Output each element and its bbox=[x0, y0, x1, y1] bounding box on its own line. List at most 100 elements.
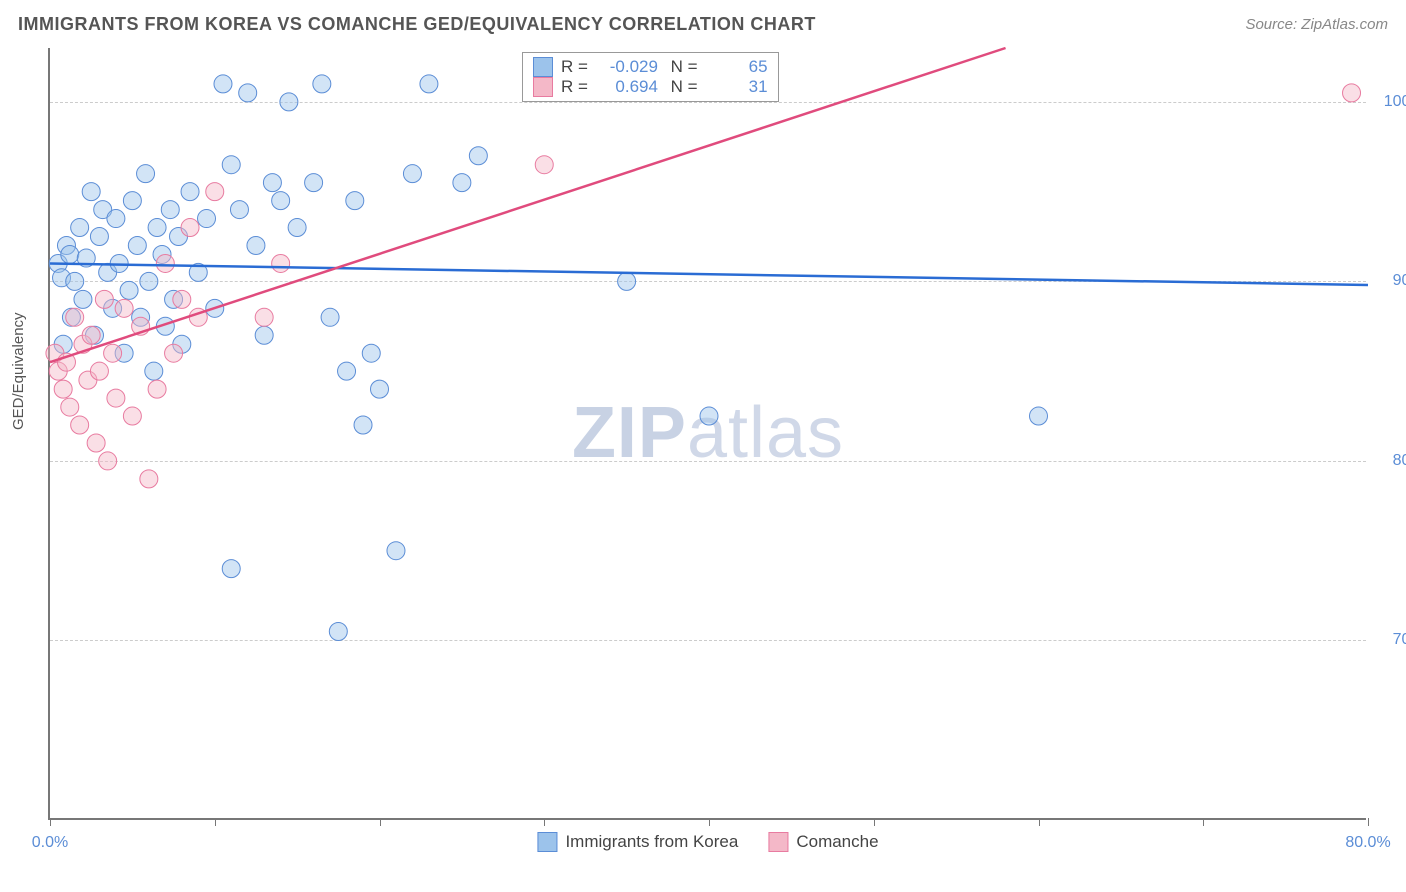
data-point-series-0 bbox=[71, 219, 89, 237]
data-point-series-0 bbox=[263, 174, 281, 192]
data-point-series-1 bbox=[95, 290, 113, 308]
data-point-series-1 bbox=[272, 254, 290, 272]
data-point-series-1 bbox=[535, 156, 553, 174]
data-point-series-0 bbox=[313, 75, 331, 93]
legend-item-0: Immigrants from Korea bbox=[537, 832, 738, 852]
data-point-series-0 bbox=[280, 93, 298, 111]
legend-bottom-label-0: Immigrants from Korea bbox=[565, 832, 738, 852]
y-axis-label: GED/Equivalency bbox=[10, 312, 27, 430]
legend-swatch-0 bbox=[533, 57, 553, 77]
x-tick bbox=[215, 818, 216, 826]
data-point-series-0 bbox=[123, 192, 141, 210]
data-point-series-0 bbox=[346, 192, 364, 210]
data-point-series-1 bbox=[206, 183, 224, 201]
data-point-series-1 bbox=[173, 290, 191, 308]
data-point-series-0 bbox=[700, 407, 718, 425]
x-tick bbox=[874, 818, 875, 826]
data-point-series-0 bbox=[61, 245, 79, 263]
data-point-series-0 bbox=[272, 192, 290, 210]
y-tick-label: 70.0% bbox=[1374, 631, 1406, 649]
legend-row-series-0: R = -0.029 N = 65 bbox=[533, 57, 768, 77]
data-point-series-1 bbox=[61, 398, 79, 416]
x-tick bbox=[1203, 818, 1204, 826]
data-point-series-0 bbox=[90, 228, 108, 246]
data-point-series-0 bbox=[618, 272, 636, 290]
data-point-series-0 bbox=[354, 416, 372, 434]
data-point-series-1 bbox=[90, 362, 108, 380]
data-point-series-0 bbox=[120, 281, 138, 299]
x-tick bbox=[709, 818, 710, 826]
data-point-series-0 bbox=[198, 210, 216, 228]
legend-correlation: R = -0.029 N = 65 R = 0.694 N = 31 bbox=[522, 52, 779, 102]
data-point-series-0 bbox=[239, 84, 257, 102]
r-value-0: -0.029 bbox=[596, 57, 658, 77]
scatter-svg bbox=[50, 48, 1366, 818]
data-point-series-0 bbox=[387, 542, 405, 560]
data-point-series-1 bbox=[107, 389, 125, 407]
data-point-series-0 bbox=[145, 362, 163, 380]
data-point-series-1 bbox=[148, 380, 166, 398]
y-tick-label: 100.0% bbox=[1374, 93, 1406, 111]
data-point-series-0 bbox=[107, 210, 125, 228]
data-point-series-1 bbox=[156, 254, 174, 272]
data-point-series-1 bbox=[255, 308, 273, 326]
data-point-series-1 bbox=[87, 434, 105, 452]
data-point-series-1 bbox=[123, 407, 141, 425]
data-point-series-0 bbox=[329, 622, 347, 640]
data-point-series-0 bbox=[230, 201, 248, 219]
data-point-series-0 bbox=[321, 308, 339, 326]
data-point-series-0 bbox=[161, 201, 179, 219]
data-point-series-0 bbox=[137, 165, 155, 183]
n-value-1: 31 bbox=[706, 77, 768, 97]
data-point-series-0 bbox=[338, 362, 356, 380]
x-tick bbox=[544, 818, 545, 826]
data-point-series-0 bbox=[371, 380, 389, 398]
data-point-series-1 bbox=[54, 380, 72, 398]
data-point-series-1 bbox=[115, 299, 133, 317]
y-tick-label: 80.0% bbox=[1374, 452, 1406, 470]
data-point-series-0 bbox=[82, 183, 100, 201]
legend-series: Immigrants from Korea Comanche bbox=[537, 832, 878, 852]
data-point-series-0 bbox=[362, 344, 380, 362]
x-tick bbox=[50, 818, 51, 826]
data-point-series-0 bbox=[140, 272, 158, 290]
x-tick bbox=[380, 818, 381, 826]
data-point-series-0 bbox=[255, 326, 273, 344]
legend-bottom-swatch-1 bbox=[768, 832, 788, 852]
data-point-series-1 bbox=[71, 416, 89, 434]
data-point-series-1 bbox=[66, 308, 84, 326]
plot-area: ZIPatlas 70.0%80.0%90.0%100.0% 0.0%80.0%… bbox=[48, 48, 1366, 820]
data-point-series-1 bbox=[1343, 84, 1361, 102]
data-point-series-0 bbox=[66, 272, 84, 290]
x-tick-label: 80.0% bbox=[1345, 834, 1390, 852]
source-attribution: Source: ZipAtlas.com bbox=[1245, 16, 1388, 33]
data-point-series-1 bbox=[165, 344, 183, 362]
data-point-series-0 bbox=[305, 174, 323, 192]
data-point-series-1 bbox=[181, 219, 199, 237]
data-point-series-0 bbox=[453, 174, 471, 192]
data-point-series-0 bbox=[403, 165, 421, 183]
data-point-series-1 bbox=[104, 344, 122, 362]
data-point-series-0 bbox=[181, 183, 199, 201]
trend-line-series-0 bbox=[50, 263, 1368, 285]
data-point-series-0 bbox=[469, 147, 487, 165]
data-point-series-0 bbox=[222, 560, 240, 578]
legend-bottom-label-1: Comanche bbox=[796, 832, 878, 852]
title-bar: IMMIGRANTS FROM KOREA VS COMANCHE GED/EQ… bbox=[18, 14, 1388, 35]
data-point-series-0 bbox=[1030, 407, 1048, 425]
data-point-series-0 bbox=[74, 290, 92, 308]
legend-item-1: Comanche bbox=[768, 832, 878, 852]
data-point-series-0 bbox=[214, 75, 232, 93]
x-tick bbox=[1039, 818, 1040, 826]
data-point-series-1 bbox=[99, 452, 117, 470]
legend-swatch-1 bbox=[533, 77, 553, 97]
data-point-series-1 bbox=[82, 326, 100, 344]
legend-bottom-swatch-0 bbox=[537, 832, 557, 852]
y-tick-label: 90.0% bbox=[1374, 272, 1406, 290]
r-value-1: 0.694 bbox=[596, 77, 658, 97]
chart-title: IMMIGRANTS FROM KOREA VS COMANCHE GED/EQ… bbox=[18, 14, 816, 35]
data-point-series-0 bbox=[288, 219, 306, 237]
data-point-series-0 bbox=[148, 219, 166, 237]
x-tick bbox=[1368, 818, 1369, 826]
data-point-series-0 bbox=[420, 75, 438, 93]
